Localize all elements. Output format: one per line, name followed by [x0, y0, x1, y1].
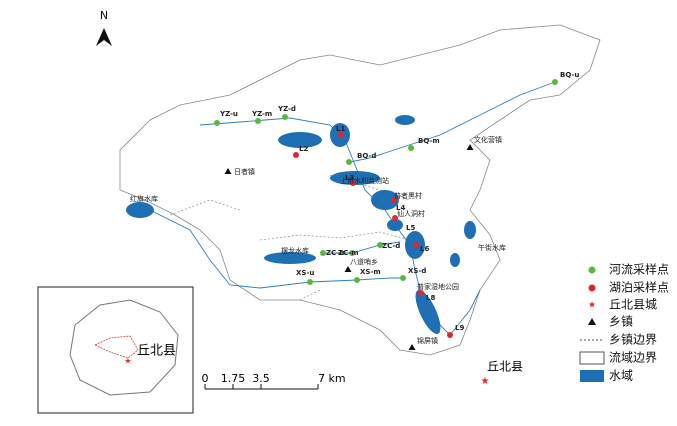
site-label: BQ-m: [418, 137, 440, 145]
town-marker: [408, 344, 416, 350]
sample-point: [447, 332, 453, 338]
sample-point: [354, 277, 360, 283]
site-label: L1: [336, 125, 345, 133]
legend-swatch: [579, 351, 605, 365]
place-label: 普家湿地公园: [417, 282, 459, 291]
site-label: L8: [426, 294, 435, 302]
sample-point: [377, 242, 383, 248]
sample-point: [282, 114, 288, 120]
legend-swatch: [588, 266, 596, 274]
place-label: 日者镇: [234, 167, 255, 176]
legend-label: 丘北县城: [609, 298, 657, 312]
place-label: 红旗水库: [130, 194, 158, 203]
township-boundary: [169, 174, 411, 301]
north-arrow: [96, 28, 112, 46]
scale-bar: [204, 384, 319, 390]
county-label: 丘北县: [487, 360, 523, 374]
site-label: YZ-u: [219, 110, 238, 118]
site-label: XS-m: [360, 268, 381, 276]
sample-point: [214, 120, 220, 126]
legend-label: 水域: [609, 369, 633, 383]
site-label: L2: [299, 145, 308, 153]
north-label: N: [100, 9, 108, 22]
scale-label: 0: [202, 372, 209, 385]
place-label: 摆龙水库: [281, 246, 309, 255]
legend-label: 河流采样点: [609, 262, 669, 277]
place-label: 上游水利监测站: [340, 176, 389, 185]
inset-star: ★: [124, 357, 131, 366]
sample-point: [307, 279, 313, 285]
legend-swatch: [580, 370, 604, 382]
place-label: 仙人洞村: [397, 209, 425, 218]
place-label: 锦屏镇: [417, 336, 438, 345]
inset-watershed: [94, 335, 139, 359]
legend-swatch: [588, 318, 596, 325]
town-marker: [224, 168, 232, 174]
sample-point: [392, 215, 398, 221]
sample-point: [320, 250, 326, 256]
site-label: YZ-d: [277, 105, 296, 113]
legend-label: 乡镇: [609, 315, 633, 329]
legend-label: 湖泊采样点: [609, 280, 669, 295]
rivers: [149, 81, 556, 336]
site-label: ZC-u: [326, 249, 344, 257]
sample-point: [418, 290, 424, 296]
legend-label: 乡镇边界: [609, 333, 657, 347]
sample-point: [293, 152, 299, 158]
sample-point: [413, 242, 419, 248]
site-label: L4: [396, 204, 405, 212]
legend-label: 流域边界: [609, 351, 657, 365]
site-label: YZ-m: [251, 110, 272, 118]
scale-label: 3.5: [252, 372, 270, 385]
sample-point: [346, 159, 352, 165]
place-label: 文化营镇: [474, 135, 502, 144]
site-label: XS-u: [296, 269, 314, 277]
site-label: L6: [420, 245, 429, 253]
site-label: L9: [455, 324, 464, 332]
site-label: ZC-m: [338, 249, 359, 257]
site-label: L5: [406, 224, 415, 232]
site-label: ZC-d: [382, 242, 400, 250]
site-label: BQ-d: [357, 152, 376, 160]
scale-label: 1.75: [221, 372, 246, 385]
sample-point: [391, 197, 397, 203]
sample-point: [400, 275, 406, 281]
legend-swatch: [588, 284, 596, 292]
inset-title: 丘北县: [137, 344, 176, 359]
sample-point: [552, 79, 558, 85]
sample-point: [255, 118, 261, 124]
place-label: 午街水库: [478, 243, 506, 252]
site-label: L3: [345, 174, 354, 182]
star-marker: ★: [481, 376, 490, 387]
sample-point: [408, 145, 414, 151]
sample-point: [350, 180, 356, 186]
inset-county: [69, 299, 179, 396]
sample-point: [338, 132, 344, 138]
site-label: BQ-u: [560, 71, 579, 79]
legend-swatch: ★: [588, 301, 596, 311]
town-marker: [466, 144, 474, 150]
watershed-boundary: [119, 24, 601, 356]
place-label: 普者黑村: [394, 191, 422, 200]
sample-point: [349, 250, 355, 256]
scale-label: 7 km: [318, 372, 346, 385]
town-marker: [344, 266, 352, 272]
place-label: 八道哨乡: [350, 257, 378, 266]
site-label: XS-d: [408, 267, 426, 275]
